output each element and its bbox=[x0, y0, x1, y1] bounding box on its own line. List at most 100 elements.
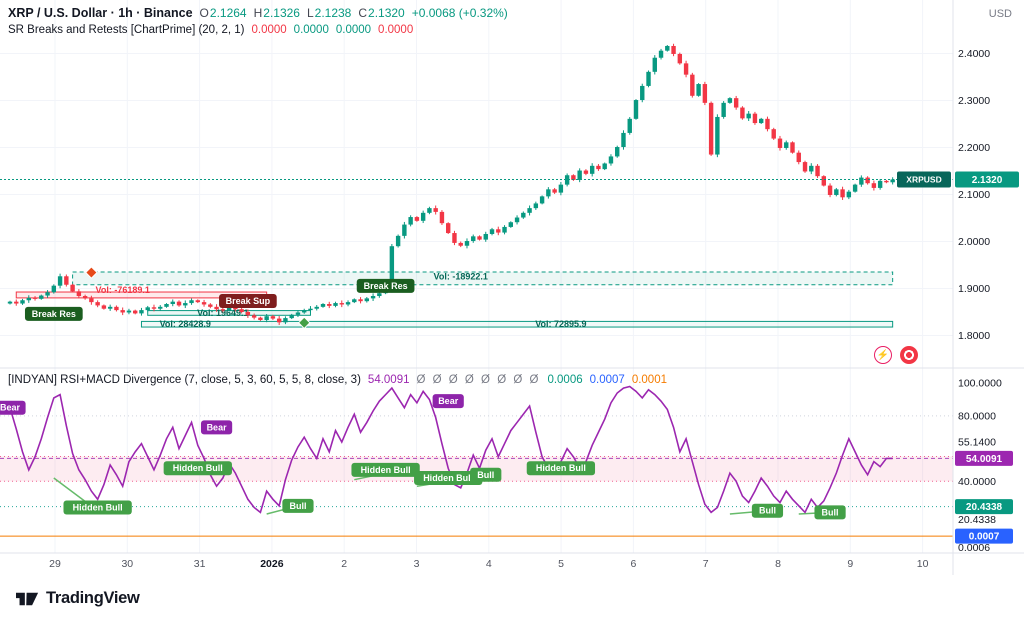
divergence-badge bbox=[814, 505, 846, 520]
sr-zone bbox=[140, 320, 894, 328]
time-tick-label: 30 bbox=[121, 558, 133, 570]
gridlines bbox=[0, 0, 953, 553]
candlestick-series bbox=[7, 43, 895, 325]
ohlc-close: C2.1320 bbox=[358, 6, 405, 20]
indicator-tick-label: 40.0000 bbox=[958, 476, 996, 488]
divergence-badge bbox=[470, 467, 502, 482]
time-tick-label: 4 bbox=[486, 558, 492, 570]
time-tick-label: 2026 bbox=[260, 558, 284, 570]
time-tick-label: 10 bbox=[917, 558, 929, 570]
svg-text:2.1320: 2.1320 bbox=[972, 175, 1003, 186]
sr-value-4: 0.0000 bbox=[378, 24, 414, 36]
time-tick-label: 7 bbox=[703, 558, 709, 570]
macd-line-value: 0.0007 bbox=[589, 374, 625, 386]
divergence-badge bbox=[526, 461, 596, 476]
rsi-macd-indicator-legend[interactable]: [INDYAN] RSI+MACD Divergence (7, close, … bbox=[8, 374, 667, 386]
price-change: +0.0068 (+0.32%) bbox=[411, 6, 508, 20]
tradingview-wordmark[interactable]: TradingView bbox=[46, 589, 140, 607]
time-tick-label: 6 bbox=[630, 558, 636, 570]
svg-text:Hidden Bull: Hidden Bull bbox=[173, 463, 223, 473]
zone-volume-label: Vol: -18922.1 bbox=[434, 272, 488, 282]
indicator-value-badge bbox=[955, 499, 1013, 515]
svg-text:54.0091: 54.0091 bbox=[966, 454, 1003, 465]
ohlc-low: L2.1238 bbox=[306, 6, 352, 20]
svg-text:Hidden Bull: Hidden Bull bbox=[361, 465, 411, 475]
divergence-badge bbox=[0, 400, 26, 415]
symbol-price-badge: XRPUSD 2.1320 bbox=[897, 171, 1019, 188]
price-tick-label: 2.0000 bbox=[958, 236, 990, 248]
ohlc-open: O2.1264 bbox=[199, 6, 247, 20]
svg-text:Bull: Bull bbox=[477, 470, 494, 480]
indicator-tick-label: 0.0006 bbox=[958, 542, 990, 554]
price-tick-label: 1.9000 bbox=[958, 283, 990, 295]
price-tick-label: 2.4000 bbox=[958, 48, 990, 60]
svg-text:Hidden Bull: Hidden Bull bbox=[73, 502, 123, 512]
ohlc-high: H2.1326 bbox=[253, 6, 300, 20]
reaction-icons: ⚡ bbox=[874, 346, 918, 364]
svg-text:XRPUSD: XRPUSD bbox=[906, 174, 941, 184]
zone-volume-label: Vol: -76189.1 bbox=[95, 285, 149, 295]
lightning-reaction-icon[interactable]: ⚡ bbox=[874, 346, 892, 364]
svg-text:Bull: Bull bbox=[759, 506, 776, 516]
zone-volume-label: Vol: 72895.9 bbox=[535, 319, 586, 329]
divergence-badge bbox=[63, 500, 132, 515]
zone-volume-label: Vol: 28428.9 bbox=[160, 319, 211, 329]
svg-text:Hidden Bull: Hidden Bull bbox=[536, 463, 586, 473]
divergence-badge bbox=[200, 420, 233, 435]
axis-currency-label[interactable]: USD bbox=[988, 8, 1012, 20]
price-tick-label: 2.1000 bbox=[958, 189, 990, 201]
time-tick-label: 8 bbox=[775, 558, 781, 570]
tradingview-logo-icon[interactable] bbox=[16, 590, 39, 608]
symbol-title[interactable]: XRP / U.S. Dollar · 1h · Binance bbox=[8, 6, 193, 20]
macd-hist-value: 0.0006 bbox=[547, 374, 583, 386]
indicator-tick-label: 100.0000 bbox=[958, 378, 1002, 390]
time-tick-label: 3 bbox=[414, 558, 420, 570]
break-label-badge bbox=[219, 293, 277, 308]
divergence-badge bbox=[751, 503, 784, 518]
divergence-badge bbox=[282, 498, 314, 513]
rsi-current-value: 54.0091 bbox=[367, 374, 410, 386]
rsi-null-values: Ø Ø Ø Ø Ø Ø Ø Ø bbox=[416, 374, 541, 386]
price-axis[interactable]: 2.4000 2.3000 2.2000 2.1000 2.0000 1.9000 1.80… bbox=[0, 48, 1019, 554]
break-label-badge bbox=[356, 278, 415, 293]
break-label-badge bbox=[24, 306, 83, 321]
divergence-badge bbox=[163, 461, 232, 476]
indicator-value-badge bbox=[955, 528, 1013, 544]
indicator-tick-label: 80.0000 bbox=[958, 410, 996, 422]
macd-signal-value: 0.0001 bbox=[631, 374, 667, 386]
svg-text:Hidden Bull: Hidden Bull bbox=[423, 473, 473, 483]
time-tick-label: 31 bbox=[194, 558, 206, 570]
sr-value-2: 0.0000 bbox=[293, 24, 329, 36]
indicator-value-badge bbox=[955, 450, 1013, 466]
price-tick-label: 1.8000 bbox=[958, 330, 990, 342]
diamond-marker-icon bbox=[85, 266, 98, 279]
svg-text:Bear: Bear bbox=[438, 396, 459, 406]
svg-text:20.4338: 20.4338 bbox=[966, 502, 1003, 513]
diamond-marker-icon bbox=[297, 316, 311, 330]
sr-zone bbox=[72, 271, 894, 286]
time-tick-label: 29 bbox=[49, 558, 61, 570]
svg-text:Bear: Bear bbox=[207, 422, 228, 432]
svg-text:Bull: Bull bbox=[289, 501, 306, 511]
svg-text:Bear: Bear bbox=[0, 403, 21, 413]
indicator-pane: Bear Bear Bear Hidden Bull Hidden Bull Bull Hi… bbox=[0, 385, 953, 537]
sr-value-1: 0.0000 bbox=[251, 24, 287, 36]
sr-indicator-name[interactable]: SR Breaks and Retests [ChartPrime] (20, … bbox=[8, 24, 245, 36]
indicator-tick-label: 55.1400 bbox=[958, 437, 996, 449]
divergence-badge bbox=[351, 462, 420, 477]
sr-indicator-legend[interactable]: SR Breaks and Retests [ChartPrime] (20, … bbox=[8, 24, 413, 36]
time-tick-label: 2 bbox=[341, 558, 347, 570]
target-reaction-icon[interactable] bbox=[900, 346, 918, 364]
svg-text:Break Sup: Break Sup bbox=[226, 296, 271, 306]
price-tick-label: 2.2000 bbox=[958, 142, 990, 154]
svg-text:0.0007: 0.0007 bbox=[969, 532, 1000, 543]
time-tick-label: 9 bbox=[847, 558, 853, 570]
chart-markers: Break Res Break Sup Break Res bbox=[24, 266, 415, 330]
svg-text:Break Res: Break Res bbox=[364, 281, 408, 291]
zone-volume-label: Vol: 19649.1 bbox=[197, 308, 248, 318]
time-axis[interactable]: 29 30 31 2026 2 3 4 5 6 7 8 9 10 bbox=[49, 558, 928, 570]
price-tick-label: 2.3000 bbox=[958, 95, 990, 107]
rsi-indicator-name[interactable]: [INDYAN] RSI+MACD Divergence (7, close, … bbox=[8, 374, 361, 386]
symbol-header[interactable]: XRP / U.S. Dollar · 1h · Binance O2.1264… bbox=[8, 6, 508, 20]
